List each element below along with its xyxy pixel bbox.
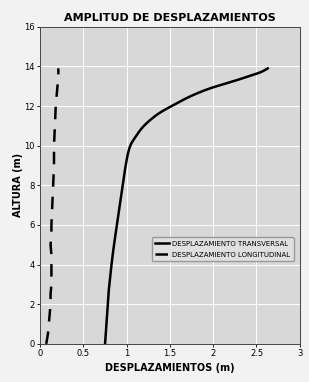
- DESPLAZAMIENTO LONGITUDINAL: [49, 292, 53, 296]
- Line: DESPLAZAMIENTO LONGITUDINAL: DESPLAZAMIENTO LONGITUDINAL: [46, 68, 58, 344]
- DESPLAZAMIENTO TRANSVERSAL: [266, 66, 269, 71]
- DESPLAZAMIENTO LONGITUDINAL: [50, 203, 54, 207]
- DESPLAZAMIENTO LONGITUDINAL: [49, 253, 53, 257]
- DESPLAZAMIENTO TRANSVERSAL: [103, 342, 107, 346]
- Legend: DESPLAZAMIENTO TRANSVERSAL, DESPLAZAMIENTO LONGITUDINAL: DESPLAZAMIENTO TRANSVERSAL, DESPLAZAMIEN…: [152, 237, 294, 261]
- DESPLAZAMIENTO TRANSVERSAL: [240, 76, 244, 81]
- DESPLAZAMIENTO LONGITUDINAL: [52, 163, 56, 168]
- DESPLAZAMIENTO LONGITUDINAL: [49, 233, 53, 237]
- DESPLAZAMIENTO LONGITUDINAL: [49, 262, 53, 267]
- DESPLAZAMIENTO LONGITUDINAL: [53, 123, 57, 128]
- DESPLAZAMIENTO LONGITUDINAL: [52, 143, 56, 148]
- DESPLAZAMIENTO TRANSVERSAL: [203, 88, 206, 92]
- Title: AMPLITUD DE DESPLAZAMIENTOS: AMPLITUD DE DESPLAZAMIENTOS: [64, 13, 276, 23]
- DESPLAZAMIENTO LONGITUDINAL: [46, 332, 50, 336]
- DESPLAZAMIENTO LONGITUDINAL: [49, 243, 53, 247]
- DESPLAZAMIENTO LONGITUDINAL: [54, 104, 57, 108]
- DESPLAZAMIENTO LONGITUDINAL: [51, 183, 55, 188]
- Y-axis label: ALTURA (m): ALTURA (m): [13, 153, 23, 217]
- DESPLAZAMIENTO LONGITUDINAL: [57, 74, 60, 79]
- DESPLAZAMIENTO LONGITUDINAL: [49, 302, 53, 306]
- DESPLAZAMIENTO LONGITUDINAL: [57, 66, 60, 71]
- DESPLAZAMIENTO LONGITUDINAL: [48, 312, 52, 316]
- DESPLAZAMIENTO LONGITUDINAL: [55, 94, 58, 99]
- DESPLAZAMIENTO TRANSVERSAL: [251, 73, 254, 77]
- Line: DESPLAZAMIENTO TRANSVERSAL: DESPLAZAMIENTO TRANSVERSAL: [105, 68, 268, 344]
- DESPLAZAMIENTO TRANSVERSAL: [200, 89, 204, 94]
- DESPLAZAMIENTO TRANSVERSAL: [104, 333, 108, 338]
- DESPLAZAMIENTO LONGITUDINAL: [44, 342, 48, 346]
- DESPLAZAMIENTO TRANSVERSAL: [200, 89, 203, 94]
- DESPLAZAMIENTO LONGITUDINAL: [49, 272, 53, 277]
- DESPLAZAMIENTO LONGITUDINAL: [49, 223, 53, 227]
- DESPLAZAMIENTO LONGITUDINAL: [56, 84, 59, 89]
- X-axis label: DESPLAZAMIENTOS (m): DESPLAZAMIENTOS (m): [105, 363, 235, 372]
- DESPLAZAMIENTO LONGITUDINAL: [47, 322, 51, 326]
- DESPLAZAMIENTO LONGITUDINAL: [49, 282, 53, 286]
